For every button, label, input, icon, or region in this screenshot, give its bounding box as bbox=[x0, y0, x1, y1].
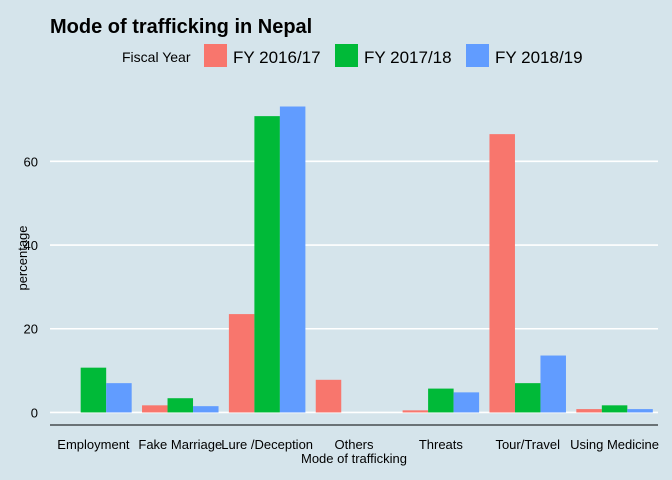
bar bbox=[193, 406, 219, 413]
x-tick-label: Fake Marriage bbox=[138, 437, 222, 452]
y-tick-label: 60 bbox=[24, 154, 38, 169]
chart-title: Mode of trafficking in Nepal bbox=[50, 16, 312, 38]
legend-label: FY 2016/17 bbox=[233, 48, 321, 67]
legend-label: FY 2018/19 bbox=[495, 48, 583, 67]
legend-swatch bbox=[335, 44, 358, 67]
bar bbox=[576, 409, 602, 413]
bar bbox=[453, 392, 480, 413]
y-tick-label: 40 bbox=[24, 238, 38, 253]
bar bbox=[142, 405, 168, 413]
bars bbox=[80, 106, 653, 413]
bar bbox=[228, 314, 255, 413]
x-tick-label: Using Medicine bbox=[570, 437, 659, 452]
x-tick-label: Tour/Travel bbox=[495, 437, 560, 452]
legend-title: Fiscal Year bbox=[122, 49, 191, 65]
bar bbox=[167, 398, 194, 413]
legend: Fiscal Year FY 2016/17 FY 2017/18 FY 2018/… bbox=[122, 44, 583, 67]
bar bbox=[402, 410, 429, 413]
x-axis-title: Mode of trafficking bbox=[301, 451, 407, 466]
y-axis-ticks: 0 20 40 60 bbox=[24, 154, 38, 420]
bar bbox=[514, 383, 541, 413]
x-tick-label: Employment bbox=[57, 437, 130, 452]
bar bbox=[315, 379, 342, 413]
bar bbox=[540, 355, 566, 413]
bar bbox=[489, 134, 515, 413]
x-tick-label: Lure /Deception bbox=[221, 437, 313, 452]
x-axis-ticks: Employment Fake Marriage Lure /Deception Ot… bbox=[57, 437, 659, 452]
x-tick-label: Others bbox=[334, 437, 374, 452]
gridlines bbox=[50, 160, 658, 414]
bar bbox=[106, 383, 132, 413]
y-tick-label: 20 bbox=[24, 322, 38, 337]
y-tick-label: 0 bbox=[31, 405, 38, 420]
bar bbox=[254, 116, 280, 413]
legend-swatch bbox=[204, 44, 227, 67]
bar bbox=[627, 409, 653, 413]
legend-label: FY 2017/18 bbox=[364, 48, 452, 67]
x-tick-label: Threats bbox=[419, 437, 464, 452]
legend-swatch bbox=[466, 44, 489, 67]
bar bbox=[428, 388, 454, 413]
bar bbox=[80, 367, 107, 413]
y-axis-title: percentage bbox=[15, 225, 30, 290]
bar bbox=[279, 106, 306, 413]
bar bbox=[601, 405, 628, 413]
